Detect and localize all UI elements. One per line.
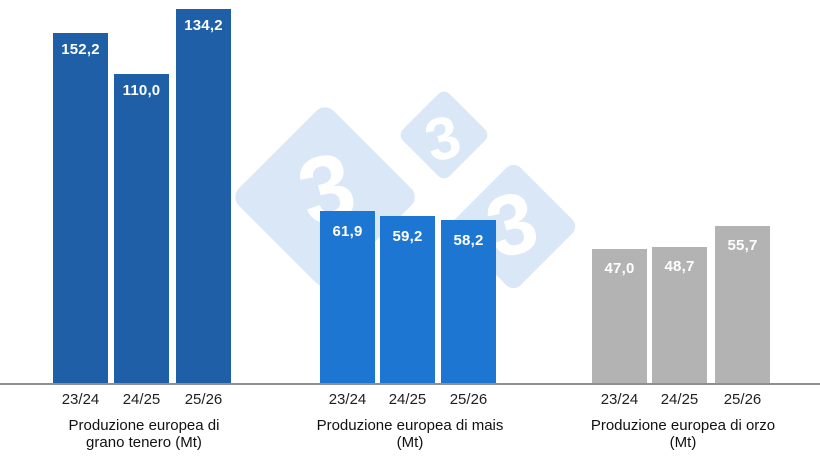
axis-line [0, 383, 820, 385]
bar-group1-23-24: 152,2 [53, 33, 108, 383]
tick-label-23-24: 23/24 [328, 391, 367, 408]
tick-label-25-26: 25/26 [184, 391, 223, 408]
group-caption-line: grano tenero (Mt) [86, 434, 202, 451]
bar-group3-24-25: 48,7 [652, 247, 707, 383]
bar-value-label: 47,0 [604, 260, 635, 277]
bar-value-label: 48,7 [664, 258, 695, 275]
tick-label-24-25: 24/25 [388, 391, 427, 408]
tick-label-24-25: 24/25 [122, 391, 161, 408]
group-caption-2: Produzione europea di mais (Mt) [290, 417, 530, 451]
bar-group3-25-26: 55,7 [715, 226, 770, 383]
group-caption-1: Produzione europea di grano tenero (Mt) [39, 417, 249, 451]
bar-group2-24-25: 59,2 [380, 216, 435, 383]
group-caption-line: (Mt) [669, 434, 697, 451]
group-caption-line: (Mt) [396, 434, 424, 451]
group-caption-line: Produzione europea di mais [316, 417, 504, 434]
bar-value-label: 110,0 [122, 82, 161, 99]
bar-group2-23-24: 61,9 [320, 211, 375, 383]
bar-value-label: 59,2 [392, 228, 423, 245]
bar-value-label: 61,9 [332, 223, 363, 240]
tick-label-24-25: 24/25 [660, 391, 699, 408]
tick-label-25-26: 25/26 [723, 391, 762, 408]
bar-group1-24-25: 110,0 [114, 74, 169, 383]
bar-value-label: 55,7 [727, 237, 758, 254]
tick-label-23-24: 23/24 [600, 391, 639, 408]
group-caption-line: Produzione europea di [68, 417, 220, 434]
group-caption-3: Produzione europea di orzo (Mt) [563, 417, 803, 451]
bar-value-label: 58,2 [453, 232, 484, 249]
tick-label-23-24: 23/24 [61, 391, 100, 408]
tick-label-25-26: 25/26 [449, 391, 488, 408]
bar-group3-23-24: 47,0 [592, 249, 647, 383]
bar-value-label: 152,2 [61, 41, 100, 58]
group-caption-line: Produzione europea di orzo [590, 417, 776, 434]
bar-group2-25-26: 58,2 [441, 220, 496, 383]
bar-group1-25-26: 134,2 [176, 9, 231, 383]
bar-value-label: 134,2 [184, 17, 223, 34]
